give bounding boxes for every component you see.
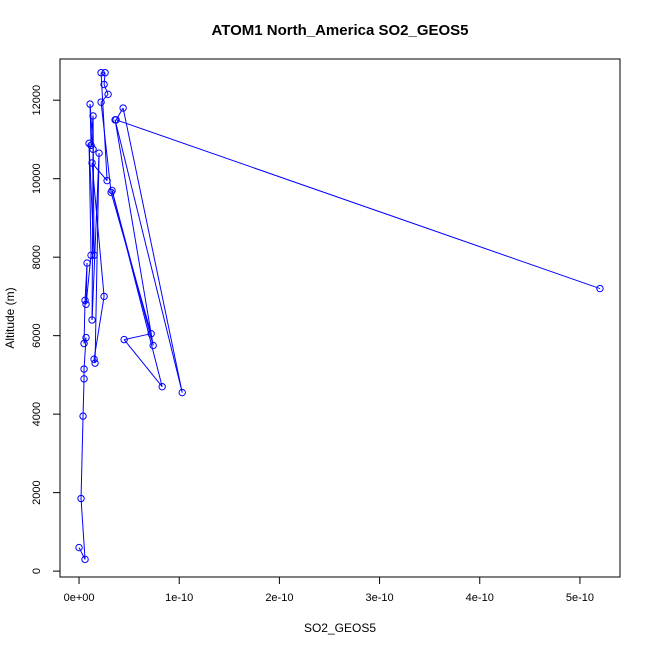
data-point	[97, 69, 105, 77]
data-point	[82, 300, 90, 308]
data-point	[95, 149, 103, 157]
data-point	[108, 186, 116, 195]
series-line-segment	[91, 162, 105, 297]
series-line-segment	[123, 339, 163, 387]
data-point	[119, 104, 127, 112]
series-line-segment	[103, 72, 106, 85]
data-point	[83, 259, 91, 267]
series-layer	[75, 69, 604, 564]
series-line-segment	[93, 296, 105, 360]
data-point	[81, 555, 89, 564]
data-point	[90, 355, 98, 363]
data-point	[88, 159, 96, 167]
data-point	[81, 296, 89, 305]
data-point	[91, 359, 99, 367]
plot-area	[59, 58, 621, 578]
data-point	[89, 145, 97, 153]
y-tick-label: 2000	[31, 480, 43, 504]
data-point	[178, 388, 186, 397]
series-line-segment	[88, 143, 95, 256]
series-line-segment	[94, 153, 100, 364]
data-point	[101, 69, 109, 77]
data-point	[87, 251, 95, 259]
data-point	[85, 139, 93, 148]
data-point	[77, 494, 85, 503]
data-point	[90, 251, 98, 259]
y-tick-label: 0	[31, 568, 43, 574]
series-line-segment	[91, 153, 100, 320]
data-point	[158, 382, 166, 391]
series-line-segment	[103, 84, 109, 95]
series-line-segment	[100, 102, 112, 193]
y-tick-label: 4000	[31, 402, 43, 426]
series-line-segment	[80, 416, 84, 499]
y-tick-label: 10000	[31, 163, 43, 194]
series-line-segment	[122, 107, 183, 393]
y-tick-label: 8000	[31, 245, 43, 269]
data-point	[75, 543, 83, 552]
data-point	[100, 292, 108, 301]
data-point	[120, 335, 128, 344]
series-line-segment	[80, 498, 86, 560]
series-line-segment	[91, 162, 108, 181]
series-line-segment	[114, 119, 183, 393]
x-tick-label: 0e+00	[64, 592, 95, 604]
data-point	[103, 176, 111, 185]
x-tick-label: 4e-10	[466, 592, 494, 604]
data-point	[80, 375, 88, 383]
data-point	[89, 112, 97, 120]
data-point	[596, 284, 604, 293]
series-line-segment	[124, 333, 152, 341]
data-point	[87, 141, 95, 150]
y-tick-label: 6000	[31, 323, 43, 347]
data-point	[100, 80, 108, 89]
chart-title: ATOM1 North_America SO2_GEOS5	[211, 22, 468, 39]
series-line-segment	[83, 337, 87, 370]
data-point	[147, 329, 155, 338]
x-tick-label: 1e-10	[165, 592, 193, 604]
x-axis-label: SO2_GEOS5	[304, 621, 376, 635]
y-tick-label: 12000	[31, 85, 43, 116]
data-point	[80, 339, 88, 348]
x-tick-label: 5e-10	[566, 592, 594, 604]
y-axis-label: Altitude (m)	[3, 287, 17, 348]
x-tick-label: 3e-10	[366, 592, 394, 604]
series-line-segment	[115, 119, 601, 290]
data-point	[79, 412, 87, 420]
y-axis: 0 2000 4000 6000 8000 10000 12000	[31, 85, 61, 574]
data-point	[112, 116, 120, 124]
x-tick-label: 2e-10	[265, 592, 293, 604]
series-line-segment	[78, 547, 86, 560]
data-point	[149, 341, 157, 350]
series-line-segment	[100, 93, 109, 103]
x-axis: 0e+00 1e-10 2e-10 3e-10 4e-10 5e-10	[64, 576, 594, 604]
series-line-segment	[89, 104, 94, 150]
series-line-segment	[92, 115, 95, 256]
data-point	[80, 365, 88, 373]
series-line-segment	[82, 378, 85, 417]
series-line-segment	[114, 119, 154, 346]
series-line-segment	[111, 190, 154, 346]
data-point	[104, 90, 112, 99]
data-point	[86, 100, 94, 108]
data-point	[97, 98, 105, 106]
data-point	[88, 316, 96, 324]
